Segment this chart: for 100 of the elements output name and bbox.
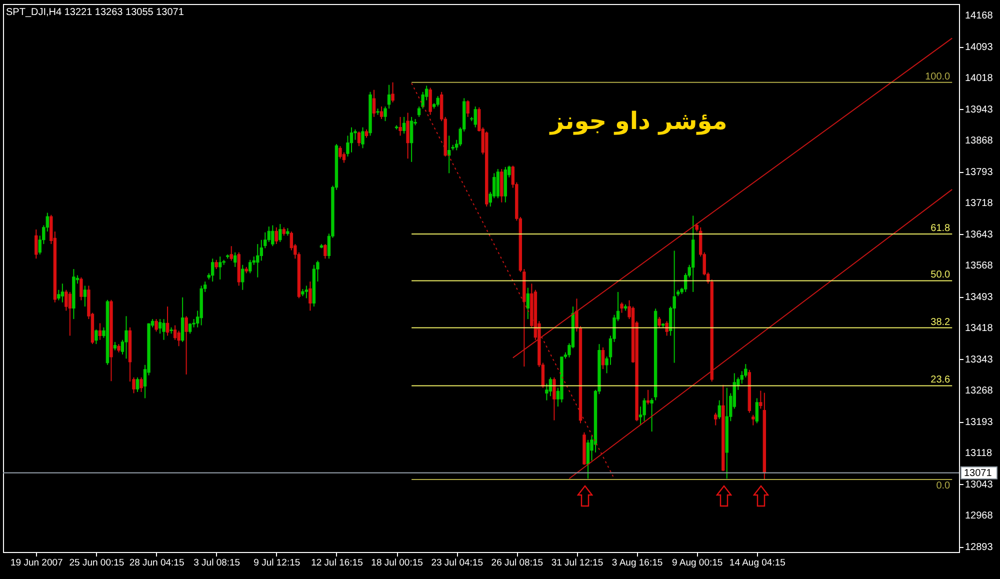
ref-line-label: 13071 <box>964 468 992 479</box>
candlestick <box>154 318 158 332</box>
candlestick <box>380 106 384 120</box>
candlestick <box>658 316 661 328</box>
candlestick <box>526 287 530 320</box>
y-tick-label: 13418 <box>965 323 994 334</box>
candlestick <box>34 228 38 260</box>
candlestick <box>278 224 282 242</box>
candlestick <box>642 398 646 422</box>
candlestick <box>218 256 222 280</box>
x-tick-label: 26 Jul 08:15 <box>491 558 544 568</box>
candlestick <box>230 246 233 262</box>
x-tick-label: 31 Jul 12:15 <box>551 558 604 568</box>
candlestick <box>474 106 477 128</box>
candlestick <box>188 322 192 334</box>
chart-subtitle: SPT_DJI,H4 13221 13263 13055 13071 <box>6 7 184 18</box>
y-tick-label: 12893 <box>965 542 994 553</box>
candlestick <box>361 126 364 149</box>
x-tick-label: 14 Aug 04:15 <box>729 558 786 568</box>
y-tick-label: 13643 <box>965 229 994 240</box>
candlestick <box>68 291 72 336</box>
candlestick <box>601 346 605 370</box>
candlestick <box>214 259 218 270</box>
candlestick <box>162 318 166 340</box>
candlestick <box>180 296 184 342</box>
candlestick <box>234 252 237 268</box>
y-tick-label: 13193 <box>965 416 994 428</box>
y-tick-label: 14018 <box>965 73 994 84</box>
y-tick-label: 14093 <box>965 42 994 53</box>
y-tick-label: 13718 <box>965 198 994 210</box>
candlestick <box>308 281 312 312</box>
candlestick <box>184 316 188 375</box>
series-label: 0.0 <box>936 480 951 492</box>
series-label: 38.2 <box>930 316 951 328</box>
candlestick <box>342 152 346 164</box>
candlestick <box>60 283 64 303</box>
candlestick <box>140 376 143 392</box>
y-tick-label: 13268 <box>965 386 994 397</box>
candlestick <box>391 82 394 103</box>
x-tick-label: 12 Jul 16:15 <box>311 558 363 568</box>
y-tick-label: 13943 <box>965 104 994 116</box>
y-tick-label: 13343 <box>965 354 994 366</box>
candlestick <box>98 322 102 340</box>
candlestick <box>158 318 162 334</box>
candlestick <box>136 376 140 392</box>
candlestick <box>324 244 327 260</box>
candlestick <box>387 84 391 110</box>
candlestick <box>271 224 274 247</box>
y-tick-label: 13118 <box>965 448 993 460</box>
candlestick <box>755 398 759 424</box>
candlestick <box>350 126 354 153</box>
x-tick-label: 25 Jun 00:15 <box>69 558 124 568</box>
x-tick-label: 9 Jul 12:15 <box>254 558 300 568</box>
candlestick <box>436 96 440 108</box>
candlestick <box>410 116 414 162</box>
x-tick-label: 3 Jul 08:15 <box>194 558 240 568</box>
candlestick <box>714 412 718 426</box>
candlestick <box>94 328 98 345</box>
candlestick <box>241 264 244 290</box>
candlestick <box>665 320 668 336</box>
y-tick-label: 13868 <box>965 136 994 147</box>
candlestick <box>357 131 361 147</box>
candlestick <box>256 244 260 278</box>
candlestick <box>406 112 410 160</box>
candlestick <box>83 285 87 308</box>
series-label: 23.6 <box>930 374 951 386</box>
candlestick <box>384 106 387 122</box>
x-tick-label: 3 Aug 16:15 <box>612 558 663 568</box>
y-tick-label: 14168 <box>965 10 994 22</box>
candlestick <box>173 324 177 340</box>
candlestick <box>402 116 406 134</box>
candlestick <box>166 306 170 336</box>
candlestick <box>338 146 342 160</box>
candlestick <box>428 87 432 116</box>
candlestick <box>210 258 214 282</box>
x-tick-label: 18 Jul 00:15 <box>371 558 423 568</box>
x-tick-label: 19 Jun 2007 <box>10 558 63 568</box>
candlestick <box>620 302 624 314</box>
candlestick <box>398 116 402 136</box>
series-label: 50.0 <box>930 270 951 281</box>
y-tick-label: 13793 <box>965 166 994 178</box>
x-tick-label: 23 Jul 04:15 <box>431 558 483 568</box>
candlestick <box>124 316 128 360</box>
candlestick <box>718 400 721 420</box>
y-tick-label: 13493 <box>965 292 994 303</box>
x-tick-label: 9 Aug 00:15 <box>672 558 723 568</box>
series-label: 100.0 <box>925 71 951 82</box>
candlestick <box>586 439 590 480</box>
y-tick-label: 12968 <box>965 510 994 522</box>
candlestick <box>672 250 676 364</box>
candlestick <box>274 226 278 245</box>
candlestick <box>80 276 83 301</box>
text: مؤشر داو جونز <box>549 107 728 135</box>
candlestick <box>752 414 755 426</box>
y-tick-label: 13043 <box>965 479 994 490</box>
series-label: 61.8 <box>930 223 951 234</box>
x-tick-label: 28 Jun 04:15 <box>129 558 184 568</box>
candlestick <box>248 259 252 274</box>
candlestick <box>466 100 470 118</box>
candlestick <box>372 89 376 118</box>
